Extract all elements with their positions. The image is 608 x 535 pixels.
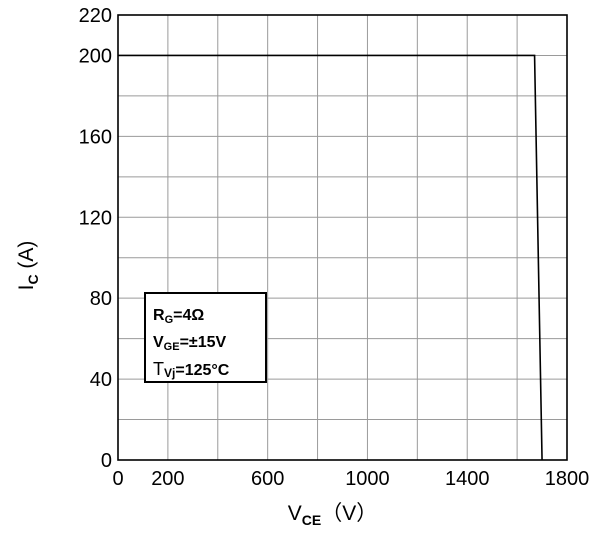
y-axis-label-sub: C: [25, 274, 41, 284]
x-tick-labels: 0 200 600 1000 1400 1800: [112, 468, 589, 490]
y-tick-label: 160: [79, 126, 112, 148]
y-tick-labels: 0 40 80 120 160 200 220: [79, 5, 112, 472]
annotation-frame: [144, 292, 267, 383]
annotation-rg: RG=4Ω: [153, 307, 204, 326]
annotation-tvj-main: T: [153, 359, 164, 379]
y-axis-label-unit: (A): [15, 241, 38, 275]
annotation-vge: VGE=±15V: [153, 334, 227, 353]
annotation-tvj: TVj=125°C: [153, 359, 230, 380]
y-tick-label: 220: [79, 5, 112, 27]
annotation-vge-sub: GE: [164, 341, 180, 353]
x-tick-label: 1800: [545, 468, 590, 490]
annotation-tvj-sub: Vj: [164, 366, 175, 380]
x-axis-label-sub: CE: [302, 512, 321, 528]
grid-layer: [118, 15, 567, 460]
x-axis-label-unit: （V）: [321, 502, 377, 525]
y-tick-label: 40: [90, 369, 112, 391]
x-tick-label: 1000: [345, 468, 390, 490]
series-layer: [118, 54, 543, 461]
y-tick-label: 0: [101, 450, 112, 472]
annotation-box: RG=4Ω VGE=±15V TVj=125°C: [144, 292, 267, 383]
y-axis-label: IC (A): [15, 241, 41, 291]
y-tick-label: 200: [79, 45, 112, 67]
annotation-vge-main: V: [153, 334, 164, 351]
annotation-vge-value: =±15V: [180, 334, 227, 351]
annotation-tvj-value: =125°C: [175, 362, 229, 379]
x-axis-label: VCE（V）: [288, 502, 377, 528]
annotation-rg-value: =4Ω: [173, 307, 204, 324]
x-tick-label: 1400: [445, 468, 490, 490]
x-tick-label: 200: [151, 468, 184, 490]
annotation-rg-sub: G: [165, 314, 174, 326]
x-tick-label: 0: [112, 468, 123, 490]
x-axis-label-main: V: [288, 502, 302, 525]
annotation-rg-main: R: [153, 307, 165, 324]
x-tick-label: 600: [251, 468, 284, 490]
y-axis-label-main: I: [15, 285, 38, 291]
y-tick-label: 80: [90, 288, 112, 310]
plot-frame: [117, 14, 568, 461]
y-tick-label: 120: [79, 207, 112, 229]
series-line-0: [118, 54, 543, 461]
